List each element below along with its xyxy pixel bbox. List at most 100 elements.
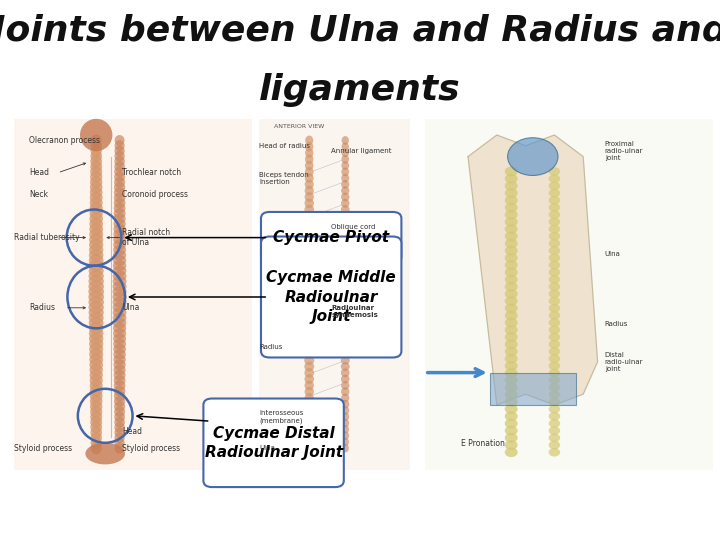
Ellipse shape: [305, 205, 314, 214]
Ellipse shape: [549, 297, 560, 306]
Ellipse shape: [112, 302, 127, 313]
Ellipse shape: [89, 327, 104, 339]
Ellipse shape: [304, 324, 315, 334]
Ellipse shape: [341, 350, 350, 359]
Ellipse shape: [341, 243, 350, 252]
Ellipse shape: [91, 150, 102, 162]
Ellipse shape: [505, 310, 518, 320]
Ellipse shape: [304, 248, 315, 258]
Ellipse shape: [305, 167, 314, 177]
Ellipse shape: [341, 262, 350, 271]
Ellipse shape: [112, 292, 127, 302]
Text: Head of radius: Head of radius: [259, 143, 310, 149]
Ellipse shape: [114, 151, 125, 161]
Ellipse shape: [505, 404, 518, 414]
Ellipse shape: [341, 230, 350, 239]
Ellipse shape: [304, 261, 315, 271]
Ellipse shape: [549, 354, 560, 363]
Ellipse shape: [305, 136, 313, 145]
Ellipse shape: [549, 203, 560, 212]
Ellipse shape: [341, 155, 349, 164]
Ellipse shape: [305, 173, 314, 183]
Ellipse shape: [90, 390, 102, 402]
Ellipse shape: [341, 394, 349, 402]
Ellipse shape: [549, 232, 560, 241]
Ellipse shape: [90, 192, 103, 204]
Ellipse shape: [113, 323, 126, 334]
FancyBboxPatch shape: [14, 119, 252, 470]
Ellipse shape: [549, 304, 560, 313]
Ellipse shape: [113, 266, 127, 276]
Ellipse shape: [112, 281, 127, 292]
Ellipse shape: [91, 437, 102, 449]
Ellipse shape: [90, 156, 102, 167]
Ellipse shape: [112, 286, 127, 297]
Ellipse shape: [304, 312, 315, 321]
FancyBboxPatch shape: [490, 373, 576, 405]
Text: Radial tuberosity: Radial tuberosity: [14, 233, 80, 242]
Ellipse shape: [549, 390, 560, 399]
Ellipse shape: [549, 448, 560, 456]
Ellipse shape: [114, 427, 125, 438]
Ellipse shape: [305, 355, 314, 365]
Ellipse shape: [305, 161, 313, 171]
Ellipse shape: [549, 318, 560, 327]
Ellipse shape: [549, 225, 560, 233]
Ellipse shape: [341, 167, 349, 176]
Ellipse shape: [113, 271, 127, 281]
Ellipse shape: [114, 203, 125, 214]
Ellipse shape: [549, 174, 560, 183]
Text: Styloid process: Styloid process: [122, 444, 181, 453]
Ellipse shape: [341, 249, 350, 258]
Ellipse shape: [89, 260, 104, 272]
Ellipse shape: [114, 182, 125, 193]
Ellipse shape: [341, 356, 350, 364]
Ellipse shape: [341, 337, 350, 346]
Ellipse shape: [341, 413, 349, 421]
Ellipse shape: [113, 354, 126, 365]
Ellipse shape: [305, 374, 314, 384]
Ellipse shape: [89, 234, 103, 246]
FancyBboxPatch shape: [203, 399, 344, 487]
Ellipse shape: [89, 249, 104, 261]
Ellipse shape: [114, 219, 126, 230]
Ellipse shape: [305, 400, 314, 409]
Ellipse shape: [305, 393, 314, 403]
Ellipse shape: [549, 253, 560, 262]
Ellipse shape: [113, 307, 127, 318]
Ellipse shape: [305, 443, 313, 453]
Ellipse shape: [90, 395, 102, 407]
Text: Cycmae Middle
Radioulnar
Joint: Cycmae Middle Radioulnar Joint: [266, 271, 396, 323]
Ellipse shape: [114, 422, 125, 433]
Ellipse shape: [305, 211, 314, 221]
Ellipse shape: [549, 434, 560, 442]
Ellipse shape: [505, 418, 518, 428]
Ellipse shape: [113, 339, 126, 349]
Ellipse shape: [89, 218, 103, 230]
Ellipse shape: [341, 136, 349, 145]
Ellipse shape: [341, 325, 350, 333]
Text: ANTERIOR VIEW: ANTERIOR VIEW: [274, 124, 324, 129]
Ellipse shape: [91, 442, 102, 454]
Ellipse shape: [89, 333, 104, 345]
Ellipse shape: [89, 239, 104, 251]
Ellipse shape: [341, 343, 350, 352]
Ellipse shape: [304, 349, 315, 359]
Ellipse shape: [341, 418, 349, 427]
Ellipse shape: [505, 318, 518, 327]
Ellipse shape: [113, 328, 126, 339]
Ellipse shape: [90, 160, 102, 172]
Ellipse shape: [114, 156, 125, 167]
Ellipse shape: [549, 188, 560, 197]
Ellipse shape: [549, 210, 560, 219]
Ellipse shape: [304, 330, 315, 340]
Ellipse shape: [114, 135, 125, 146]
Ellipse shape: [89, 338, 104, 350]
Text: Trochlear notch: Trochlear notch: [122, 168, 181, 177]
Text: Annular ligament: Annular ligament: [331, 148, 392, 154]
Ellipse shape: [305, 406, 314, 415]
Ellipse shape: [304, 299, 315, 308]
Ellipse shape: [505, 296, 518, 306]
Ellipse shape: [305, 387, 314, 396]
FancyBboxPatch shape: [261, 237, 402, 357]
